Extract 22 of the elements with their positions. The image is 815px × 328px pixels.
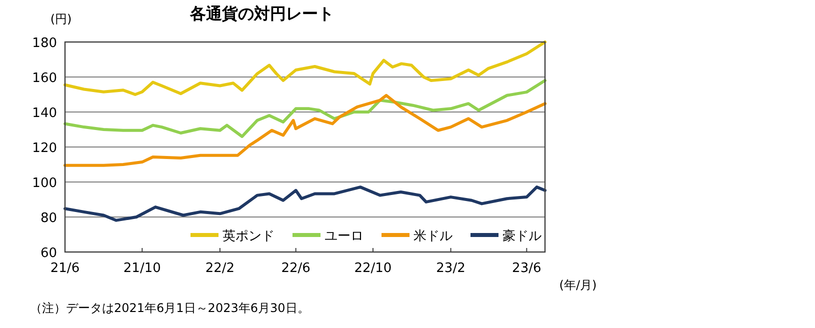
y-tick-label: 140 bbox=[32, 106, 57, 121]
x-tick-label: 23/2 bbox=[436, 261, 466, 276]
y-axis-title: (円) bbox=[50, 12, 72, 26]
x-tick-label: 22/2 bbox=[205, 261, 235, 276]
legend-label: 豪ドル bbox=[502, 229, 542, 244]
x-tick-label: 23/6 bbox=[512, 261, 542, 276]
legend-label: 米ドル bbox=[414, 229, 452, 244]
text: （注）データは2021年6月1日～2023年6月30日。 bbox=[30, 301, 310, 315]
x-tick-label: 21/10 bbox=[123, 261, 161, 276]
y-tick-label: 160 bbox=[32, 71, 57, 86]
x-tick-label: 21/6 bbox=[50, 261, 80, 276]
legend-label: ユーロ bbox=[324, 229, 364, 244]
y-tick-label: 120 bbox=[32, 141, 57, 156]
y-tick-label: 180 bbox=[32, 36, 57, 51]
chart-title: 各通貨の対円レート bbox=[189, 4, 334, 23]
y-tick-label: 100 bbox=[32, 176, 57, 191]
y-tick-label: 80 bbox=[40, 211, 57, 226]
y-tick-label: 60 bbox=[40, 246, 57, 261]
x-axis-title: (年/月) bbox=[559, 278, 597, 292]
x-tick-label: 22/6 bbox=[281, 261, 310, 276]
x-tick-label: 22/10 bbox=[354, 261, 392, 276]
legend-label: 英ポンド bbox=[222, 229, 274, 244]
